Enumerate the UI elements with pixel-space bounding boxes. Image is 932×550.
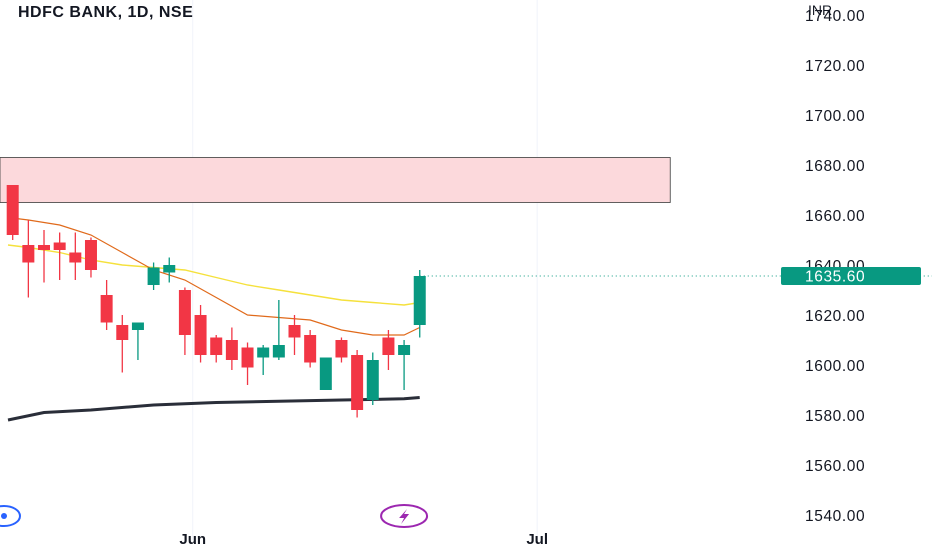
y-tick-label: 1540.00 [805, 508, 865, 525]
candle-body [147, 267, 160, 285]
candle-body [257, 347, 270, 358]
y-tick-label: 1720.00 [805, 58, 865, 75]
last-price-badge [781, 267, 921, 285]
candle-body [288, 325, 301, 338]
candle-body [225, 340, 238, 360]
y-tick-label: 1560.00 [805, 458, 865, 475]
candle-body [413, 276, 426, 325]
left-circle-icon [0, 505, 21, 527]
candle-body [398, 345, 411, 355]
candle-body [69, 252, 82, 263]
candle-body [163, 265, 176, 273]
candle-body [84, 240, 97, 270]
y-tick-label: 1680.00 [805, 158, 865, 175]
long-ma-line [7, 396, 420, 422]
y-tick-label: 1700.00 [805, 108, 865, 125]
y-tick-label: 1580.00 [805, 408, 865, 425]
left-circle-icon-dot [1, 513, 7, 519]
currency-label: INR [808, 2, 833, 18]
ema-fast-line [7, 216, 420, 336]
candle-body [116, 325, 129, 340]
y-tick-label: 1600.00 [805, 358, 865, 375]
candle-body [382, 337, 395, 355]
candle-body [351, 355, 364, 410]
y-tick-label: 1660.00 [805, 208, 865, 225]
lightning-bolt-icon [399, 509, 410, 524]
candle-body [6, 185, 19, 235]
candle-body [178, 290, 191, 335]
candle-body [131, 322, 144, 330]
candle-body [335, 340, 348, 358]
candle-body [366, 360, 379, 400]
candle-body [194, 315, 207, 355]
candle-body [319, 357, 332, 390]
y-tick-label: 1740.00 [805, 8, 865, 25]
y-tick-label: 1620.00 [805, 308, 865, 325]
resistance-zone [0, 157, 671, 203]
chart-title: HDFC BANK, 1D, NSE [18, 4, 194, 21]
candle-body [100, 295, 113, 323]
candle-body [241, 347, 254, 368]
last-price-label: 1635.60 [805, 269, 865, 286]
candle-body [272, 345, 285, 358]
candle-body [22, 245, 35, 263]
candle-body [304, 335, 317, 363]
x-tick-label: Jun [179, 531, 206, 548]
candle-body [38, 245, 51, 250]
x-tick-label: Jul [526, 531, 548, 548]
candle-body [53, 242, 66, 250]
candle-body [210, 337, 223, 355]
